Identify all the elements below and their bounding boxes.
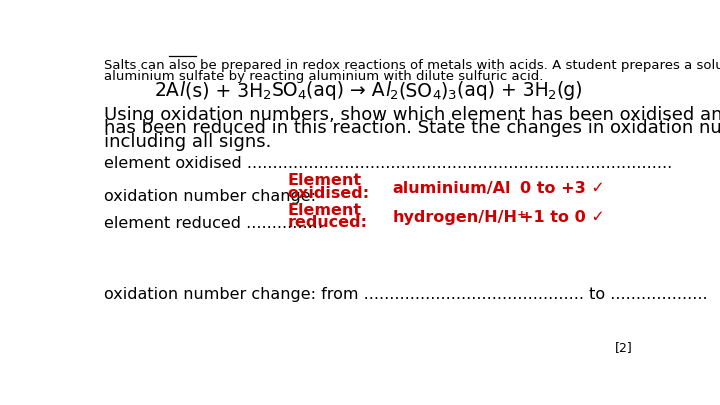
Text: has been reduced in this reaction. State the changes in oxidation numbers,: has been reduced in this reaction. State… xyxy=(104,119,720,137)
Text: SO: SO xyxy=(271,81,298,100)
Text: 2: 2 xyxy=(390,89,399,102)
Text: (SO: (SO xyxy=(399,81,433,100)
Text: 2A: 2A xyxy=(155,81,179,100)
Text: +: + xyxy=(517,209,527,220)
Text: element reduced ...............: element reduced ............... xyxy=(104,216,323,232)
Text: oxidation number change: from ........................................... to ...: oxidation number change: from ..........… xyxy=(104,287,708,302)
Text: 2: 2 xyxy=(263,89,271,102)
Text: 3: 3 xyxy=(448,89,456,102)
Text: aluminium/Al: aluminium/Al xyxy=(392,181,510,196)
Text: [2]: [2] xyxy=(615,341,632,354)
Text: aluminium sulfate by reacting aluminium with dilute sulfuric acid.: aluminium sulfate by reacting aluminium … xyxy=(104,70,544,83)
Text: 4: 4 xyxy=(298,89,306,102)
Text: Element: Element xyxy=(287,173,361,188)
Text: +1 to 0 ✓: +1 to 0 ✓ xyxy=(520,210,605,225)
Text: including all signs.: including all signs. xyxy=(104,132,271,151)
Text: oxidation number change:: oxidation number change: xyxy=(104,189,316,204)
Text: (g): (g) xyxy=(557,81,583,100)
Text: Element: Element xyxy=(287,202,361,217)
Text: (aq) → A: (aq) → A xyxy=(306,81,385,100)
Text: element oxidised ...............................................................: element oxidised .......................… xyxy=(104,156,672,171)
Text: Using oxidation numbers, show which element has been oxidised and which: Using oxidation numbers, show which elem… xyxy=(104,107,720,124)
Text: reduced:: reduced: xyxy=(287,215,368,230)
Text: ): ) xyxy=(441,81,448,100)
Text: l: l xyxy=(385,81,390,100)
Text: hydrogen/H/H: hydrogen/H/H xyxy=(392,210,517,225)
Text: also: also xyxy=(104,49,131,62)
Text: Salts can: Salts can xyxy=(104,49,168,62)
Text: oxidised:: oxidised: xyxy=(287,185,370,200)
Text: (aq) + 3H: (aq) + 3H xyxy=(456,81,549,100)
Text: (s) + 3H: (s) + 3H xyxy=(184,81,263,100)
Text: 2: 2 xyxy=(549,89,557,102)
Text: hydrogen/H/H: hydrogen/H/H xyxy=(392,210,517,225)
Text: Salts can also be prepared in redox reactions of metals with acids. A student pr: Salts can also be prepared in redox reac… xyxy=(104,60,720,72)
Text: l: l xyxy=(179,81,184,100)
Text: 4: 4 xyxy=(433,89,441,102)
Text: 0 to +3 ✓: 0 to +3 ✓ xyxy=(520,181,605,196)
